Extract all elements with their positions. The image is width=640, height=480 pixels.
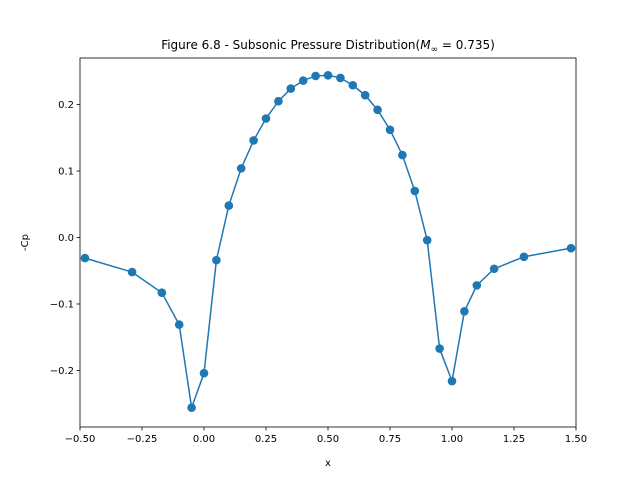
title-prefix: Figure 6.8 - Subsonic Pressure Distribut…: [161, 38, 420, 52]
data-point: [410, 186, 420, 196]
data-point: [336, 73, 345, 83]
x-tick-label: −0.50: [65, 434, 96, 445]
x-tick-label: 0.75: [379, 434, 401, 445]
data-point: [236, 164, 246, 173]
title-math-sub: ∞: [431, 45, 439, 55]
x-tick-label: 0.50: [317, 434, 339, 445]
data-point: [398, 150, 407, 160]
y-axis-label: -Cp: [20, 234, 31, 251]
data-point: [127, 267, 137, 277]
data-point: [224, 201, 234, 210]
x-tick-label: 1.50: [565, 434, 587, 445]
y-tick-label: 0.0: [58, 233, 74, 244]
data-point: [80, 253, 90, 263]
data-point: [360, 90, 370, 100]
data-point: [472, 281, 482, 290]
data-point: [385, 125, 395, 135]
data-point: [373, 105, 382, 115]
data-point: [435, 344, 444, 353]
data-point: [174, 320, 184, 329]
chart-title: Figure 6.8 - Subsonic Pressure Distribut…: [161, 38, 495, 55]
data-point: [187, 403, 196, 413]
x-tick-label: −0.25: [127, 434, 158, 445]
data-point: [212, 255, 221, 265]
data-point: [298, 76, 308, 85]
data-point: [274, 96, 283, 106]
y-tick-label: 0.2: [58, 100, 74, 111]
data-point: [323, 70, 333, 80]
y-tick-label: −0.2: [50, 366, 74, 377]
data-point: [286, 84, 296, 93]
series-line: [84, 74, 572, 409]
data-point: [311, 71, 320, 81]
data-point: [422, 235, 432, 245]
title-math-var: M: [420, 38, 431, 52]
data-point: [348, 80, 358, 90]
x-axis-label: x: [325, 458, 331, 469]
data-point: [519, 252, 529, 262]
ticks-layer: −0.50 −0.25 0.00 0.25 0.50 0.75 1.00 1.25 1.50 −0…: [50, 100, 587, 445]
data-point: [261, 114, 271, 123]
title-math-rest: = 0.735): [438, 38, 495, 52]
data-point: [249, 136, 258, 145]
series-layer: [80, 70, 576, 413]
x-tick-label: 1.00: [441, 434, 463, 445]
y-tick-label: 0.1: [58, 167, 74, 178]
data-point: [447, 376, 457, 386]
data-point: [199, 368, 209, 378]
x-tick-label: 1.25: [503, 434, 525, 445]
x-tick-label: 0.00: [193, 434, 215, 445]
data-point: [157, 288, 167, 298]
data-point: [460, 307, 469, 316]
y-tick-label: −0.1: [50, 300, 74, 311]
x-tick-label: 0.25: [255, 434, 277, 445]
data-point: [566, 243, 576, 253]
data-point: [489, 264, 499, 274]
plot-frame: [79, 57, 577, 428]
